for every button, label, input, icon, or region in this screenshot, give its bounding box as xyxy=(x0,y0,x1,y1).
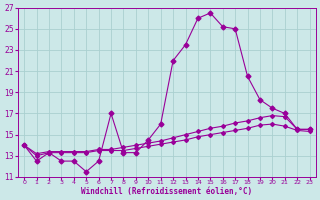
X-axis label: Windchill (Refroidissement éolien,°C): Windchill (Refroidissement éolien,°C) xyxy=(81,187,252,196)
